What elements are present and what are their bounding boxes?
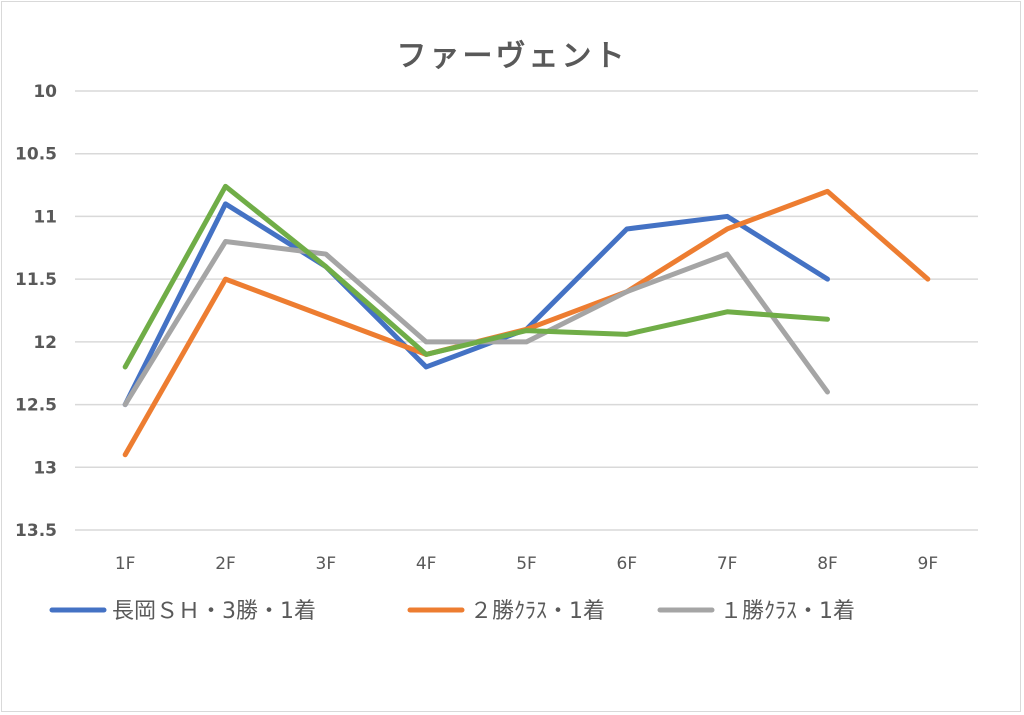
x-tick-label: 7F (717, 554, 738, 574)
legend-label: １勝ｸﾗｽ・1着 (720, 599, 855, 624)
legend-item: ２勝ｸﾗｽ・1着 (407, 599, 605, 624)
series-lines (122, 183, 931, 458)
y-tick-label: 12.5 (15, 396, 57, 416)
y-tick-label: 10.5 (15, 145, 57, 165)
x-tick-label: 9F (918, 554, 939, 574)
series-line-1 (122, 188, 931, 458)
y-tick-label: 10 (33, 82, 57, 102)
series-line-3 (122, 183, 830, 370)
legend-label: 長岡ＳＨ・3勝・1着 (112, 599, 316, 624)
y-axis: 10 10.5 11 11.5 12 12.5 13 13.5 (15, 82, 57, 541)
x-axis: 1F 2F 3F 4F 5F 6F 7F 8F 9F (115, 554, 938, 574)
y-tick-label: 13.5 (15, 521, 57, 541)
y-tick-label: 11.5 (15, 270, 57, 290)
series-line-0 (122, 201, 830, 408)
x-tick-label: 5F (516, 554, 537, 574)
y-tick-label: 11 (33, 207, 57, 227)
x-tick-label: 2F (215, 554, 236, 574)
chart-title: ファーヴェント (397, 39, 628, 74)
x-tick-label: 1F (115, 554, 136, 574)
x-tick-label: 4F (416, 554, 437, 574)
legend-item: 長岡ＳＨ・3勝・1着 (49, 599, 316, 624)
x-tick-label: 3F (316, 554, 337, 574)
y-tick-label: 12 (33, 333, 57, 353)
legend: 長岡ＳＨ・3勝・1着 ２勝ｸﾗｽ・1着 １勝ｸﾗｽ・1着 (49, 599, 855, 624)
series-line-2 (122, 239, 830, 408)
x-tick-label: 8F (817, 554, 838, 574)
y-tick-label: 13 (33, 458, 57, 478)
legend-label: ２勝ｸﾗｽ・1着 (470, 599, 605, 624)
legend-item: １勝ｸﾗｽ・1着 (657, 599, 855, 624)
x-tick-label: 6F (617, 554, 638, 574)
